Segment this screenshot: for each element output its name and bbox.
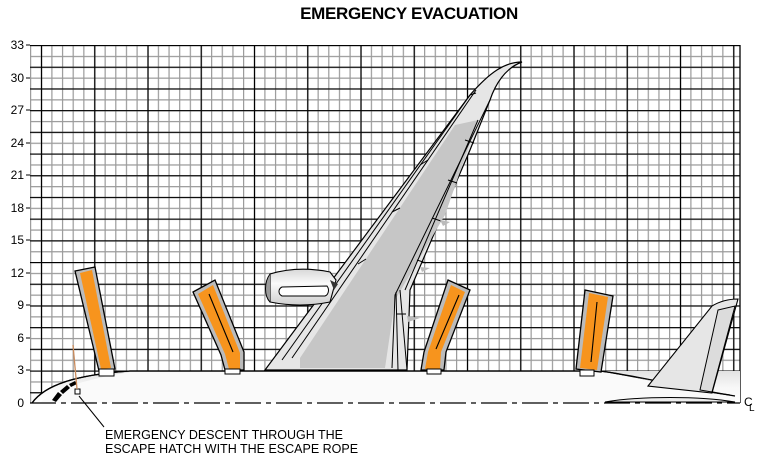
caption-line-1: EMERGENCY DESCENT THROUGH THE bbox=[105, 428, 344, 442]
y-tick-30: 30 bbox=[10, 71, 24, 85]
escape-hatch-caption: EMERGENCY DESCENT THROUGH THE ESCAPE HAT… bbox=[105, 428, 358, 456]
y-tick-15: 15 bbox=[10, 233, 24, 247]
caption-line-2: ESCAPE HATCH WITH THE ESCAPE ROPE bbox=[105, 442, 359, 456]
svg-text:L: L bbox=[749, 403, 755, 414]
y-tick-27: 27 bbox=[10, 103, 24, 117]
diagram-title: EMERGENCY EVACUATION bbox=[300, 4, 518, 23]
y-tick-3: 3 bbox=[17, 363, 24, 377]
slide-door-1 bbox=[74, 266, 116, 377]
y-tick-0: 0 bbox=[17, 396, 24, 410]
y-tick-12: 12 bbox=[10, 266, 24, 280]
y-tick-21: 21 bbox=[10, 168, 24, 182]
engine bbox=[265, 268, 338, 306]
y-tick-18: 18 bbox=[10, 201, 24, 215]
slide-door-4 bbox=[575, 289, 614, 377]
centerline-label: C bbox=[744, 395, 753, 409]
y-tick-33: 33 bbox=[10, 38, 24, 52]
slide-door-2 bbox=[192, 279, 245, 375]
y-tick-24: 24 bbox=[10, 136, 24, 150]
y-tick-6: 6 bbox=[17, 331, 24, 345]
vertical-tail bbox=[646, 298, 739, 394]
caption-leader-line bbox=[78, 395, 105, 428]
fuselage bbox=[31, 344, 740, 404]
y-tick-9: 9 bbox=[17, 298, 24, 312]
slide-overwing bbox=[420, 279, 471, 375]
